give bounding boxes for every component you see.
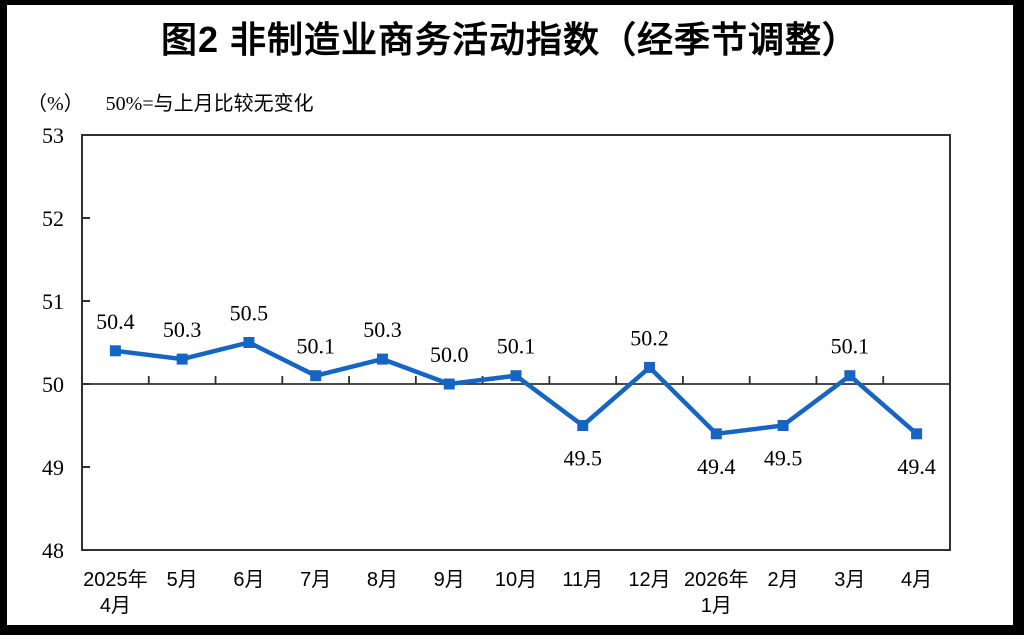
data-label: 50.1 [497,334,536,359]
y-axis-tick-label: 53 [42,123,64,148]
x-axis-label: 2月 [768,569,799,591]
x-axis-label: 4月 [901,569,932,591]
data-point-marker [510,370,522,382]
data-label: 50.3 [363,317,402,342]
x-axis-label: 12月 [628,569,670,591]
data-point-marker [844,370,856,382]
y-axis-tick-label: 52 [42,206,64,231]
data-label: 49.4 [897,454,936,479]
data-point-marker [109,345,121,357]
data-label: 50.0 [430,342,469,367]
x-axis-label: 7月 [300,569,331,591]
data-label: 50.2 [630,325,669,350]
data-point-marker [310,370,322,382]
x-axis-label: 4月 [100,595,131,617]
data-label: 50.1 [831,334,870,359]
data-label: 50.4 [96,309,135,334]
x-axis-label: 9月 [434,569,465,591]
baseline-note: 50%=与上月比较无变化 [105,93,314,115]
data-point-marker [577,420,589,431]
data-point-marker [710,428,722,440]
data-label: 50.3 [163,317,202,342]
x-axis-label: 6月 [233,569,264,591]
data-point-marker [777,420,789,431]
x-axis-label: 2026年 [684,568,749,591]
y-axis-unit-label: （%） [27,93,84,115]
data-point-marker [376,353,388,365]
data-label: 49.5 [764,446,803,471]
data-label: 49.5 [564,446,603,471]
data-point-marker [911,428,923,440]
y-axis-tick-label: 48 [42,538,64,563]
line-chart: 48 49 50 51 52 53 50.4 50.3 50.5 50.1 50.3 50.0 50.1… [42,123,951,617]
plot-border [81,134,951,551]
y-axis-tick-label: 50 [42,372,64,397]
y-axis-tick-label: 51 [42,289,64,314]
data-point-marker [243,337,255,348]
data-label: 50.5 [230,301,269,326]
data-point-marker [176,353,188,365]
x-axis-label: 3月 [834,569,865,591]
x-axis-label: 10月 [495,569,537,591]
data-label: 50.1 [296,334,335,359]
axis-unit-row: （%） 50%=与上月比较无变化 [27,87,314,116]
data-label: 49.4 [697,454,736,479]
data-point-marker [443,378,455,390]
y-axis-tick-label: 49 [42,455,64,480]
chart-canvas: 图2 非制造业商务活动指数（经季节调整） （%） 50%=与上月比较无变化 48 4… [7,5,1013,625]
chart-title: 图2 非制造业商务活动指数（经季节调整） [160,19,860,60]
x-axis-label: 8月 [367,569,398,591]
x-axis-label: 1月 [701,595,732,617]
x-axis-label: 5月 [167,569,198,591]
x-axis-label: 2025年 [83,568,148,591]
x-axis-label: 11月 [562,569,603,591]
data-point-marker [644,361,656,373]
